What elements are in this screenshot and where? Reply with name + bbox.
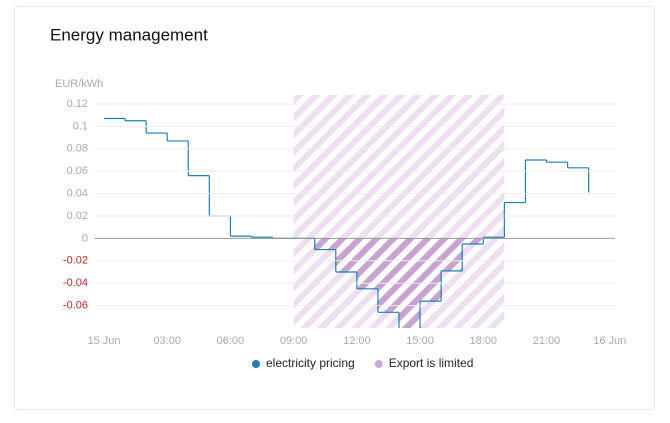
legend-marker <box>252 360 260 368</box>
y-tick-label: -0.04 <box>63 277 88 289</box>
x-tick-label: 16 Jun <box>593 335 626 347</box>
x-tick-label: 15:00 <box>406 335 434 347</box>
y-tick-label: 0.04 <box>67 187 88 199</box>
y-tick-label: 0.1 <box>73 120 88 132</box>
chart-title: Energy management <box>50 25 208 44</box>
y-tick-label: 0 <box>82 232 88 244</box>
export-area <box>335 238 357 272</box>
x-tick-label: 21:00 <box>533 335 561 347</box>
export-area <box>377 238 400 313</box>
y-tick-label: 0.06 <box>67 165 88 177</box>
y-tick-label: -0.02 <box>63 255 88 267</box>
legend-label: electricity pricing <box>266 356 355 370</box>
x-tick-label: 18:00 <box>470 335 498 347</box>
x-tick-label: 09:00 <box>280 335 308 347</box>
legend-label: Export is limited <box>389 356 474 370</box>
y-tick-label: -0.06 <box>63 300 88 312</box>
export-area <box>356 238 378 289</box>
y-axis-label: EUR/kWh <box>55 78 103 90</box>
legend-marker <box>374 360 383 368</box>
y-tick-label: 0.02 <box>67 210 88 222</box>
y-tick-label: 0.08 <box>67 143 88 155</box>
export-area <box>399 238 421 328</box>
y-tick-label: 0.12 <box>67 98 88 110</box>
export-area <box>314 238 336 250</box>
export-area <box>420 238 442 302</box>
export-area <box>441 238 463 271</box>
x-tick-label: 15 Jun <box>87 335 120 347</box>
x-tick-label: 06:00 <box>217 335 245 347</box>
x-tick-label: 12:00 <box>343 335 371 347</box>
export-area <box>462 238 484 244</box>
x-tick-label: 03:00 <box>153 335 181 347</box>
